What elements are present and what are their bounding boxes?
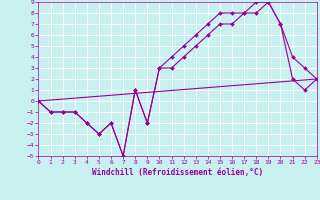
X-axis label: Windchill (Refroidissement éolien,°C): Windchill (Refroidissement éolien,°C) xyxy=(92,168,263,177)
